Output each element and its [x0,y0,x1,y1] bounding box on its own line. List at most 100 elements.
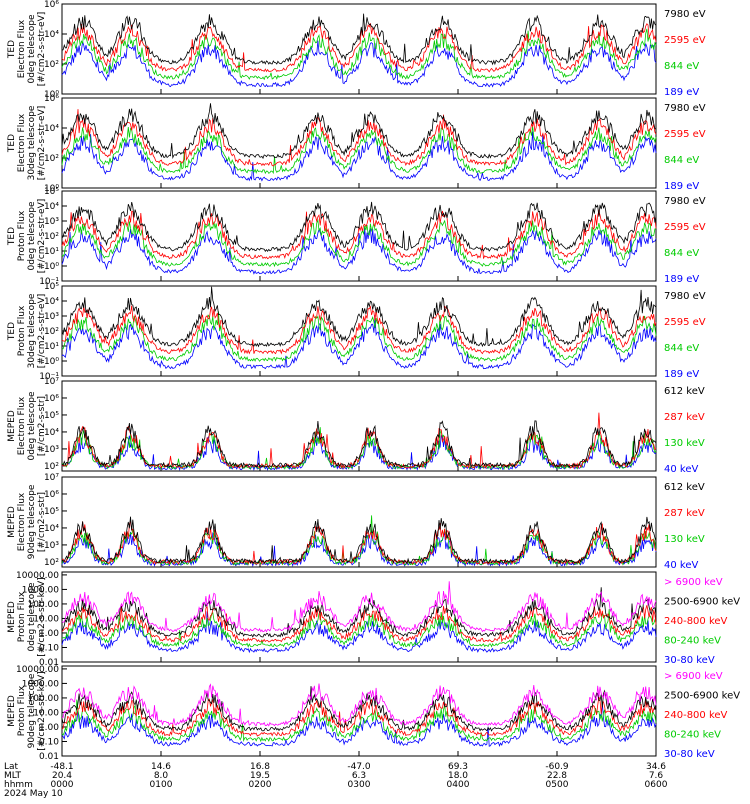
time-axis-row-label: 2024 May 10 [4,789,63,799]
series-line [61,227,657,275]
y-tick-label: 10⁶ [44,94,59,104]
mlt-tick-label: 18.0 [448,771,468,781]
y-axis-label: 0deg telescope [27,201,37,271]
y-tick-label: 10⁵ [44,411,59,421]
panel-ted-proton-0deg: 10⁻¹ 10⁰ 10¹ 10² 10³ 10⁴ 10⁵ TED Proton Flux 0deg… [7,187,706,287]
panel-meped-electron-90deg: 10² 10³ 10⁴ 10⁵ 10⁶ 10⁷ MEPED Electron Flux 90de… [7,473,705,571]
y-tick-label: 10² [44,327,59,337]
y-tick-label: 10² [44,232,59,242]
y-axis-label: Proton Flux [17,210,27,261]
y-axis-label: [#/cm2-s-str] [37,396,47,456]
legend-entry: 2500-6900 keV [664,597,740,608]
legend-entry: 189 eV [664,369,699,380]
legend-entry: 7980 eV [664,103,706,114]
y-axis-label: [#/cm2-s-str-eV] [37,106,47,181]
y-tick-label: 10⁴ [44,524,59,534]
y-axis-label: Electron Flux [17,492,27,551]
hhmm-tick-label: 0200 [249,780,272,790]
panel-frame [61,3,657,95]
y-tick-label: 10⁴ [44,30,59,40]
y-tick-label: 10² [44,60,59,70]
panel-ted-electron-0deg: 10⁰ 10² 10⁴ 10⁶ TED Electron Flux 0deg telesco… [7,0,706,100]
y-axis-label: 30deg telescope [27,293,37,368]
y-axis-label: MEPED [7,695,17,727]
y-tick-label: 10⁵ [44,187,59,197]
y-tick-label: 0.10 [39,737,59,747]
y-axis-label: Electron Flux [17,19,27,78]
y-tick-label: 10⁶ [44,490,59,500]
lat-tick-label: 69.3 [448,762,468,772]
hhmm-tick-label: 0100 [150,780,173,790]
legend-entry: 612 keV [664,386,705,397]
y-axis-label: TED [7,134,17,153]
y-tick-label: 1000.00 [22,679,59,689]
y-tick-label: 10⁰ [44,357,59,367]
series-line [61,420,657,469]
y-axis-label: Proton Flux [17,591,27,642]
y-axis-label: 30deg telescope [27,105,37,180]
panel-frame [61,285,657,377]
panel-meped-proton-0deg: 0.01 0.10 1.00 10.00 100.00 1000.00 10000.00 ME… [7,571,740,668]
legend-entry: 844 eV [664,343,699,354]
y-tick-label: 10⁶ [44,394,59,404]
series-line [61,683,657,727]
series-line [61,109,657,167]
legend-entry: > 6900 keV [664,577,723,588]
time-axis-row-label: Lat [4,762,19,772]
series-line [61,315,657,370]
y-axis-label: [#/cm2-s-str-eV] [37,12,47,87]
y-tick-label: 0.01 [39,752,59,762]
y-tick-label: 10⁵ [44,282,59,292]
hhmm-tick-label: 0400 [447,780,470,790]
time-axis-row-label: MLT [4,771,22,781]
lat-tick-label: -60.9 [545,762,569,772]
y-tick-label: 1.00 [39,629,59,639]
series-line [61,696,657,737]
y-axis-label: MEPED [7,410,17,442]
y-tick-label: 10⁻¹ [39,277,59,287]
legend-entry: 189 eV [664,274,699,285]
legend-entry: 2595 eV [664,35,706,46]
series-line [61,516,657,565]
y-tick-label: 10¹ [44,247,59,257]
legend-entry: 80-240 keV [664,636,721,647]
y-tick-label: 10² [44,154,59,164]
series-line [61,305,657,355]
series-line [61,286,657,348]
legend-entry: 30-80 keV [664,655,715,666]
y-axis-label: Proton Flux [17,685,27,736]
panel-meped-proton-90deg: 0.01 0.10 1.00 10.00 100.00 1000.00 10000.00 ME… [7,665,740,762]
y-tick-label: 10⁷ [44,473,59,483]
y-tick-label: 10⁻¹ [39,372,59,382]
series-line [62,427,657,471]
lat-tick-label: 14.6 [151,762,171,772]
y-tick-label: 100.00 [28,694,60,704]
legend-entry: 844 eV [664,248,699,259]
series-line [61,103,657,160]
series-line [61,605,657,643]
legend-entry: 2500-6900 keV [664,691,740,702]
y-tick-label: 10.00 [33,614,59,624]
y-tick-label: 10.00 [33,708,59,718]
legend-entry: 2595 eV [664,222,706,233]
y-tick-label: 10⁰ [44,262,59,272]
y-tick-label: 10³ [44,445,59,455]
hhmm-tick-label: 0500 [546,780,569,790]
y-tick-label: 10⁶ [44,0,59,10]
y-axis-label: 0deg telescope [27,582,37,652]
series-line [61,131,657,182]
series-line [61,201,657,253]
legend-entry: > 6900 keV [664,671,723,682]
y-tick-label: 10000.00 [16,665,59,675]
y-axis-label: TED [7,227,17,246]
legend-entry: 7980 eV [664,196,706,207]
series-line [61,581,657,633]
y-tick-label: 10² [44,558,59,568]
lat-tick-label: 16.8 [250,762,270,772]
panel-ted-electron-30deg: 10⁰ 10² 10⁴ 10⁶ TED Electron Flux 30deg telesc… [7,94,706,194]
legend-entry: 80-240 keV [664,730,721,741]
y-axis-label: [#/cm2-s-str] [37,492,47,552]
series-line [61,686,657,732]
